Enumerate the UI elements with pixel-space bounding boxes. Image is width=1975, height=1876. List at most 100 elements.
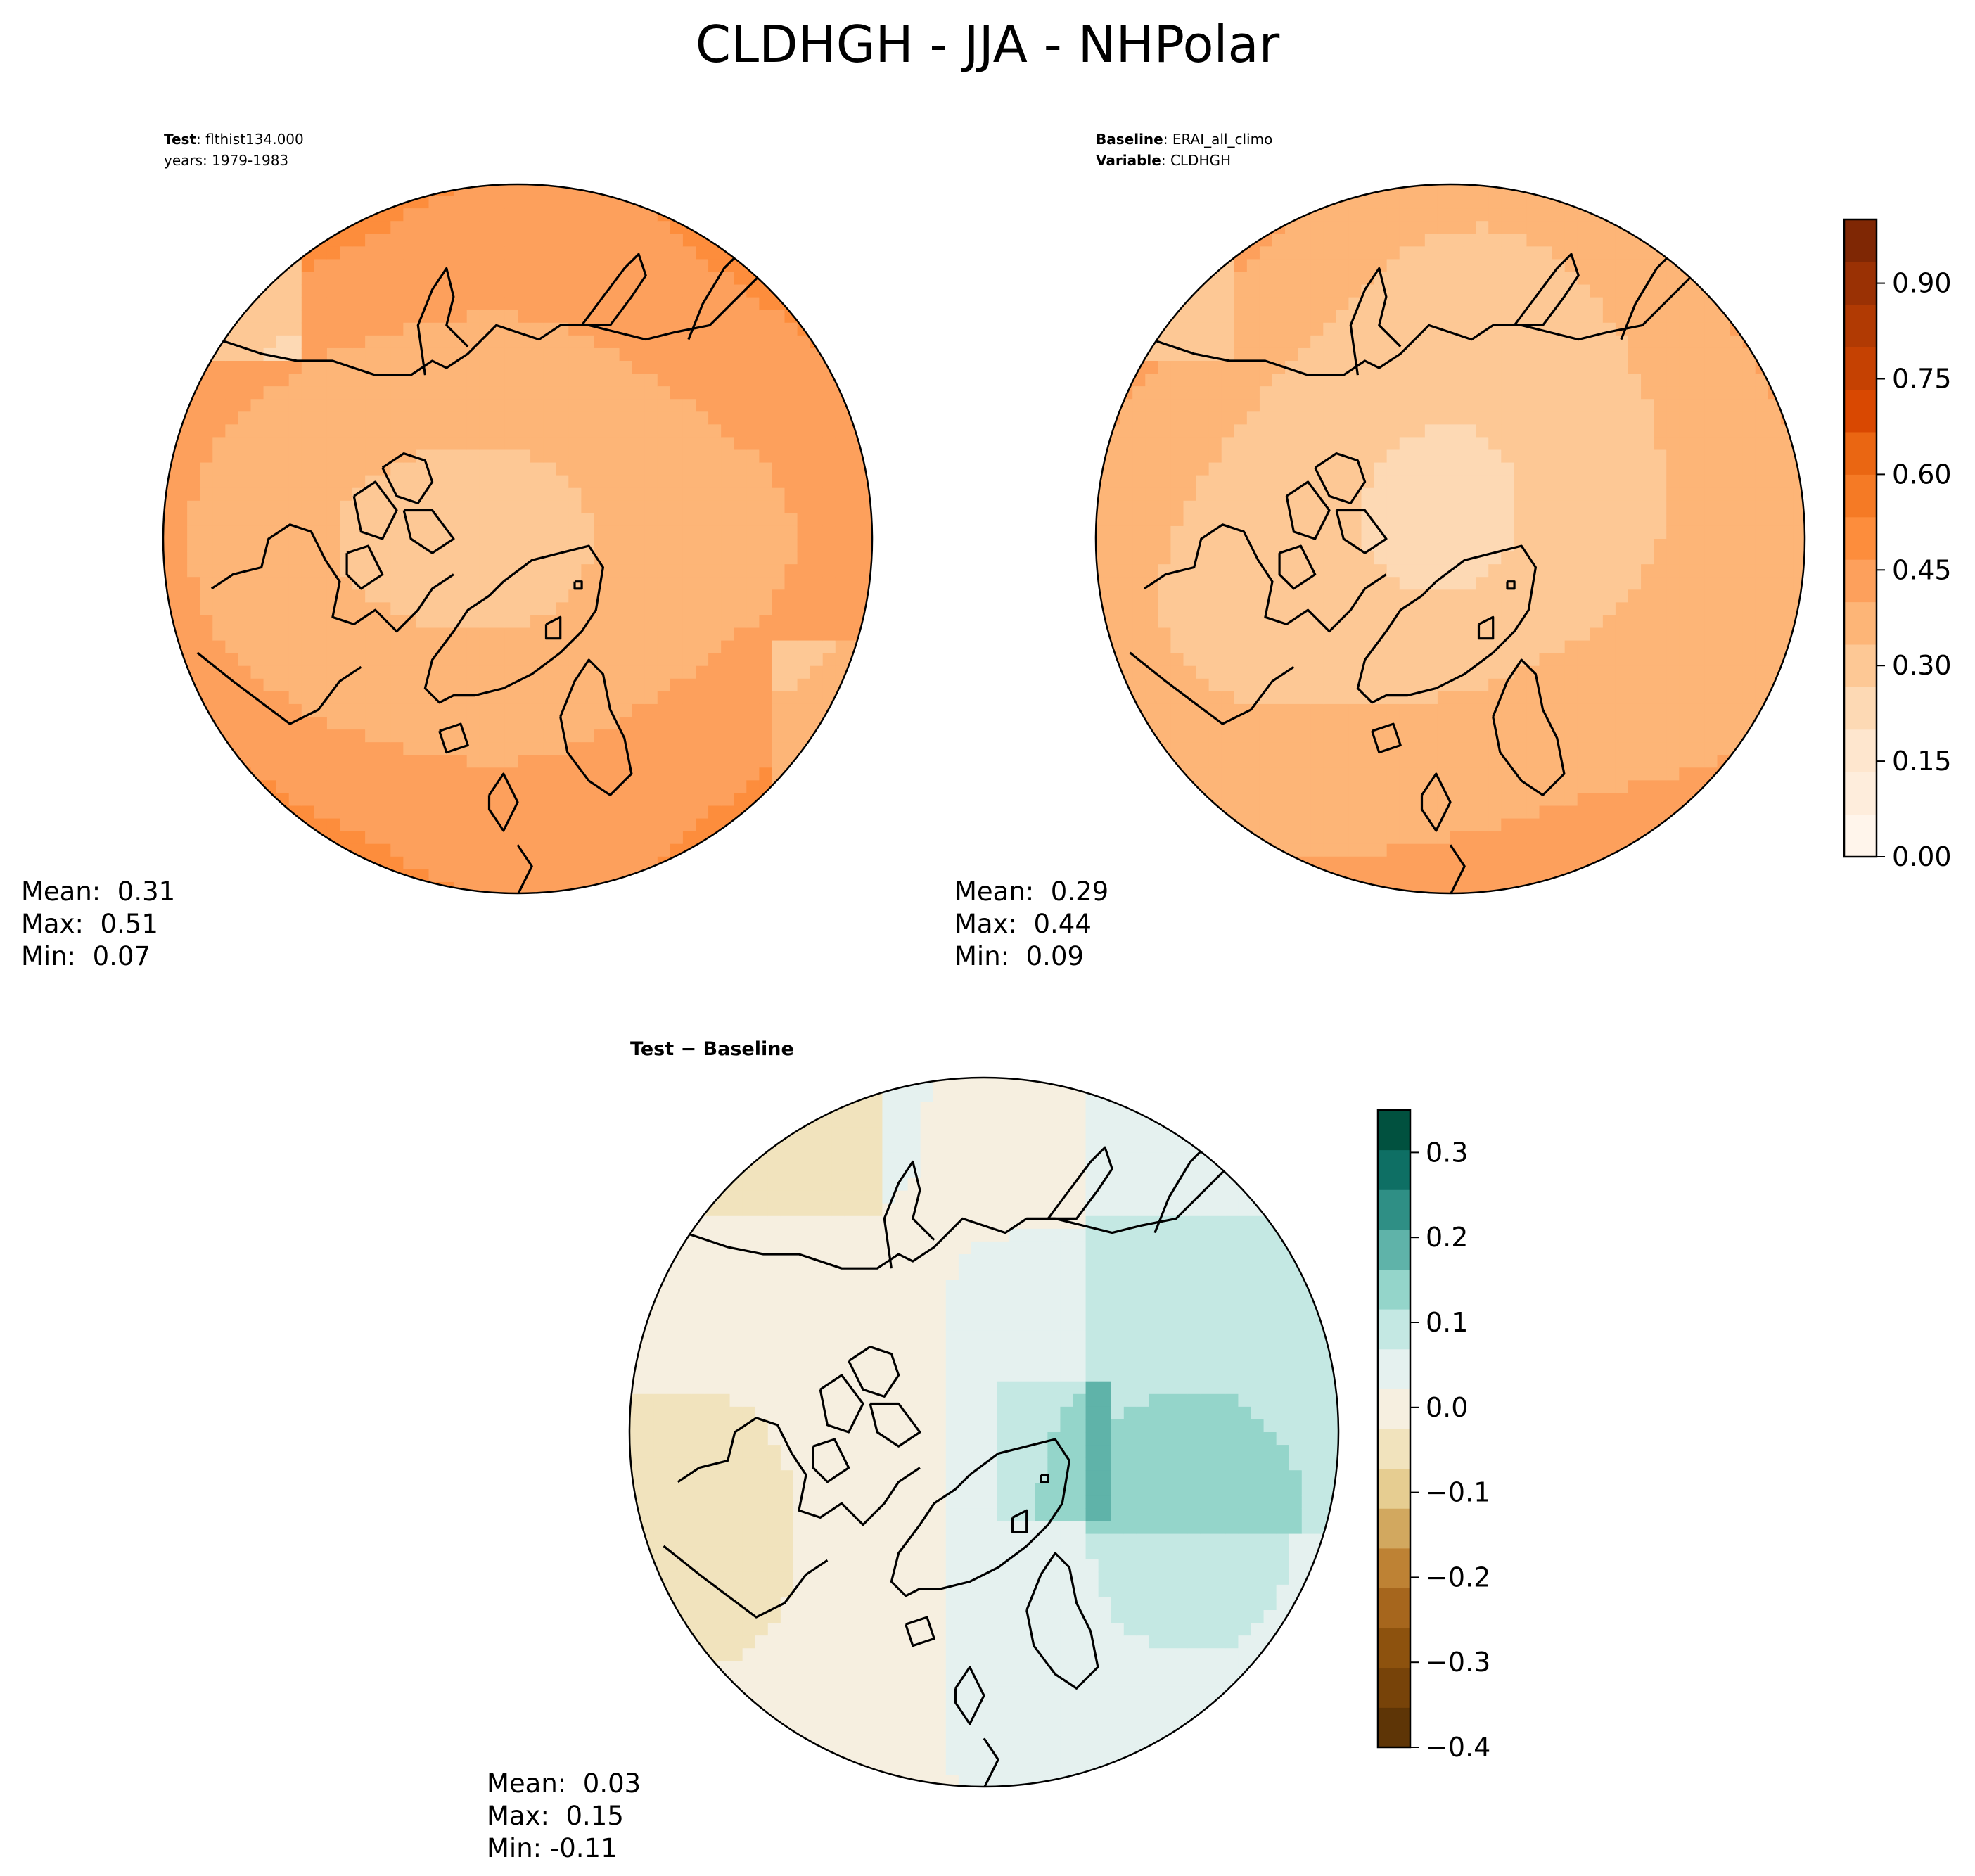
figure-title: CLDHGH - JJA - NHPolar	[695, 15, 1280, 74]
test-case-name: : flthist134.000	[196, 131, 304, 148]
baseline-map-coastline	[1449, 844, 1466, 893]
baseline-colorbar-swatch	[1844, 304, 1877, 347]
baseline-colorbar: 0.00 0.15 0.30 0.45 0.60 0.75 0.90	[1843, 218, 1952, 872]
baseline-colorbar-swatch	[1844, 772, 1877, 815]
baseline-colorbar-tick-label: 0.15	[1892, 746, 1952, 777]
diff-map-coastline	[1153, 1147, 1206, 1234]
baseline-map-coastline	[1420, 772, 1452, 832]
baseline-map-coastline	[1143, 523, 1387, 633]
test-map-coastline	[559, 658, 633, 796]
test-min: Min: 0.07	[21, 941, 151, 971]
baseline-map-coastline	[1356, 544, 1537, 704]
baseline-colorbar-swatch	[1844, 729, 1877, 772]
diff-colorbar-tick-label: −0.3	[1426, 1647, 1490, 1678]
baseline-map-coastline	[1620, 253, 1672, 340]
diff-map-coastline	[1025, 1552, 1099, 1690]
diff-map-coastline	[848, 1346, 900, 1398]
variable-name: : CLDHGH	[1161, 152, 1232, 169]
diff-map-coastline	[869, 1402, 921, 1448]
baseline-colorbar-tick-label: 0.30	[1892, 650, 1952, 681]
variable-label: Variable	[1096, 152, 1161, 169]
baseline-colorbar-swatch	[1844, 601, 1877, 645]
test-map-coastline	[487, 772, 519, 832]
test-map-coastline	[196, 651, 362, 725]
diff-map-coastline	[819, 1374, 864, 1434]
baseline-map-coastline	[1349, 267, 1402, 376]
baseline-stats: Mean: 0.29 Max: 0.44 Min: 0.09	[954, 876, 1108, 973]
baseline-map-coastline	[1492, 658, 1566, 796]
baseline-mean: Mean: 0.29	[954, 876, 1109, 907]
baseline-colorbar-tick-label: 0.00	[1892, 841, 1952, 872]
diff-map-coastline	[1040, 1474, 1049, 1483]
baseline-map-coastline	[1477, 615, 1495, 640]
baseline-min: Min: 0.09	[954, 941, 1085, 971]
baseline-map-coastline	[1513, 253, 1580, 326]
test-map-coastline	[381, 452, 434, 504]
baseline-map-coastline	[1371, 722, 1402, 754]
diff-map-coastline	[812, 1438, 850, 1483]
baseline-label: Baseline	[1096, 131, 1163, 148]
diff-colorbar-tick-label: 0.1	[1426, 1307, 1468, 1338]
baseline-colorbar-swatch	[1844, 814, 1877, 857]
baseline-colorbar-swatch	[1844, 474, 1877, 518]
test-map-coastline	[416, 267, 469, 376]
baseline-colorbar-frame	[1843, 218, 1878, 858]
diff-max: Max: 0.15	[487, 1801, 624, 1831]
diff-map-coastline	[905, 1616, 935, 1647]
diff-colorbar-tick-label: 0.0	[1426, 1392, 1468, 1423]
baseline-map-coastline	[1506, 580, 1516, 590]
test-map-coastline	[438, 722, 469, 754]
diff-map-coastline	[883, 1160, 935, 1269]
diff-mean: Mean: 0.03	[487, 1768, 641, 1799]
baseline-colorbar-tick-label: 0.45	[1892, 554, 1952, 585]
test-map-coastline	[218, 267, 788, 376]
baseline-case-name: : ERAI_all_climo	[1163, 131, 1273, 148]
test-subtitle: Test: flthist134.000 years: 1979-1983	[164, 129, 304, 171]
diff-colorbar-swatch	[1378, 1189, 1410, 1230]
test-max: Max: 0.51	[21, 909, 158, 939]
diff-colorbar-swatch	[1378, 1389, 1410, 1429]
baseline-map-coastline	[1278, 544, 1317, 590]
diff-colorbar-swatch	[1378, 1309, 1410, 1350]
diff-stats: Mean: 0.03 Max: 0.15 Min: -0.11	[487, 1768, 641, 1865]
baseline-map-coastline	[1335, 509, 1388, 554]
test-map-coastline	[544, 615, 562, 640]
diff-colorbar-swatch	[1378, 1588, 1410, 1628]
diff-colorbar-swatch	[1378, 1348, 1410, 1389]
test-mean: Mean: 0.31	[21, 876, 176, 907]
test-map-boundary	[162, 183, 874, 895]
baseline-map	[1094, 183, 1806, 895]
baseline-colorbar-swatch	[1844, 687, 1877, 730]
diff-colorbar-swatch	[1378, 1667, 1410, 1708]
baseline-colorbar-swatch	[1844, 389, 1877, 433]
test-map-coastline	[352, 480, 398, 540]
test-map-coastline	[687, 253, 739, 340]
test-map-coastline	[516, 844, 533, 893]
baseline-colorbar-swatch	[1844, 516, 1877, 560]
diff-colorbar-swatch	[1378, 1548, 1410, 1588]
test-stats: Mean: 0.31 Max: 0.51 Min: 0.07	[21, 876, 175, 973]
baseline-map-coastline	[1151, 267, 1721, 376]
test-map-coastlines	[196, 253, 788, 893]
diff-map	[628, 1076, 1340, 1788]
baseline-colorbar-swatch	[1844, 219, 1877, 262]
test-map-coastline	[423, 544, 604, 704]
baseline-map-coastlines	[1129, 253, 1721, 893]
diff-map-coastlines	[663, 1146, 1255, 1787]
diff-map-coastline	[663, 1545, 829, 1619]
diff-colorbar-tick-label: −0.1	[1426, 1477, 1490, 1508]
diff-colorbar-swatch	[1378, 1110, 1410, 1151]
diff-colorbar-swatch	[1378, 1429, 1410, 1469]
diff-colorbar-swatch	[1378, 1229, 1410, 1270]
diff-colorbar-tick-label: 0.3	[1426, 1137, 1468, 1168]
baseline-colorbar-swatch	[1844, 262, 1877, 305]
diff-min: Min: -0.11	[487, 1833, 618, 1863]
baseline-max: Max: 0.44	[954, 909, 1092, 939]
diff-colorbar-tick-label: −0.4	[1426, 1732, 1490, 1763]
baseline-map-coastline	[1314, 452, 1367, 504]
diff-panel-title: Test − Baseline	[630, 1038, 794, 1060]
baseline-colorbar-tick-label: 0.90	[1892, 268, 1952, 299]
baseline-subtitle: Baseline: ERAI_all_climo Variable: CLDHG…	[1096, 129, 1272, 171]
baseline-map-field	[1096, 184, 1805, 893]
baseline-colorbar-tick-label: 0.60	[1892, 459, 1952, 490]
